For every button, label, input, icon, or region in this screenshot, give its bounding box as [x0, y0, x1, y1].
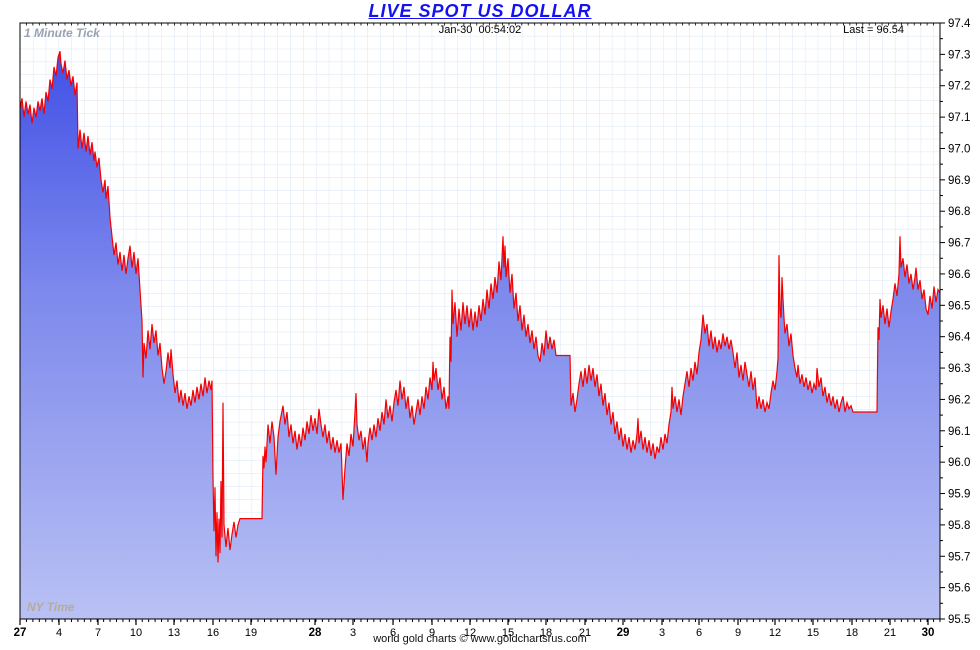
- x-axis-hour-label: 13: [168, 627, 180, 639]
- x-axis-hour-label: 15: [502, 627, 514, 639]
- x-axis-hour-label: 19: [245, 627, 257, 639]
- y-axis-label: 95.6: [948, 583, 970, 595]
- x-axis-hour-label: 7: [95, 627, 101, 639]
- y-axis-label: 96.5: [948, 300, 970, 312]
- x-axis-hour-label: 3: [350, 627, 356, 639]
- y-axis-label: 96.7: [948, 238, 970, 250]
- y-axis-label: 96.0: [948, 457, 970, 469]
- x-axis-hour-label: 12: [464, 627, 476, 639]
- price-area-fill: [20, 51, 940, 619]
- y-axis-label: 97.3: [948, 49, 970, 61]
- y-axis-label: 96.9: [948, 175, 970, 187]
- y-axis-label: 96.1: [948, 426, 970, 438]
- x-axis-day-label: 30: [922, 627, 935, 639]
- x-axis-hour-label: 9: [429, 627, 435, 639]
- x-axis-day-label: 28: [309, 627, 322, 639]
- y-axis-label: 97.1: [948, 112, 970, 124]
- x-axis-hour-label: 6: [390, 627, 396, 639]
- page-title: LIVE SPOT US DOLLAR: [368, 1, 592, 21]
- y-axis-label: 96.6: [948, 269, 970, 281]
- x-axis-hour-label: 6: [696, 627, 702, 639]
- x-axis-hour-label: 12: [769, 627, 781, 639]
- y-axis-label: 95.9: [948, 489, 970, 501]
- x-axis-hour-label: 16: [207, 627, 219, 639]
- tick-interval-label: 1 Minute Tick: [24, 26, 100, 40]
- timezone-label: NY Time: [27, 600, 75, 614]
- x-axis-hour-label: 21: [884, 627, 896, 639]
- x-axis-hour-label: 10: [130, 627, 142, 639]
- y-axis-label: 95.8: [948, 520, 970, 532]
- credit-footer: world gold charts © www.goldchartsrus.co…: [373, 633, 587, 645]
- x-axis-hour-label: 4: [56, 627, 62, 639]
- last-price-label: Last = 96.54: [843, 24, 904, 36]
- x-axis-hour-label: 15: [807, 627, 819, 639]
- x-axis-hour-label: 18: [846, 627, 858, 639]
- x-axis-hour-label: 3: [659, 627, 665, 639]
- y-axis-label: 97.4: [948, 18, 971, 30]
- price-tick-line: [19, 51, 941, 563]
- x-axis-day-label: 29: [617, 627, 630, 639]
- y-axis-label: 96.8: [948, 206, 970, 218]
- chart-timestamp: Jan-30 00:54:02: [438, 24, 522, 36]
- x-axis-hour-label: 9: [735, 627, 741, 639]
- x-axis-hour-label: 18: [540, 627, 552, 639]
- x-axis-hour-label: 21: [579, 627, 591, 639]
- y-axis-label: 96.3: [948, 363, 970, 375]
- y-axis-label: 95.5: [948, 614, 970, 626]
- y-axis-label: 96.2: [948, 394, 970, 406]
- y-axis-label: 96.4: [948, 332, 971, 344]
- x-axis-day-label: 27: [14, 627, 27, 639]
- y-axis-label: 97.0: [948, 143, 970, 155]
- y-axis-label: 97.2: [948, 81, 970, 93]
- y-axis-label: 95.7: [948, 551, 970, 563]
